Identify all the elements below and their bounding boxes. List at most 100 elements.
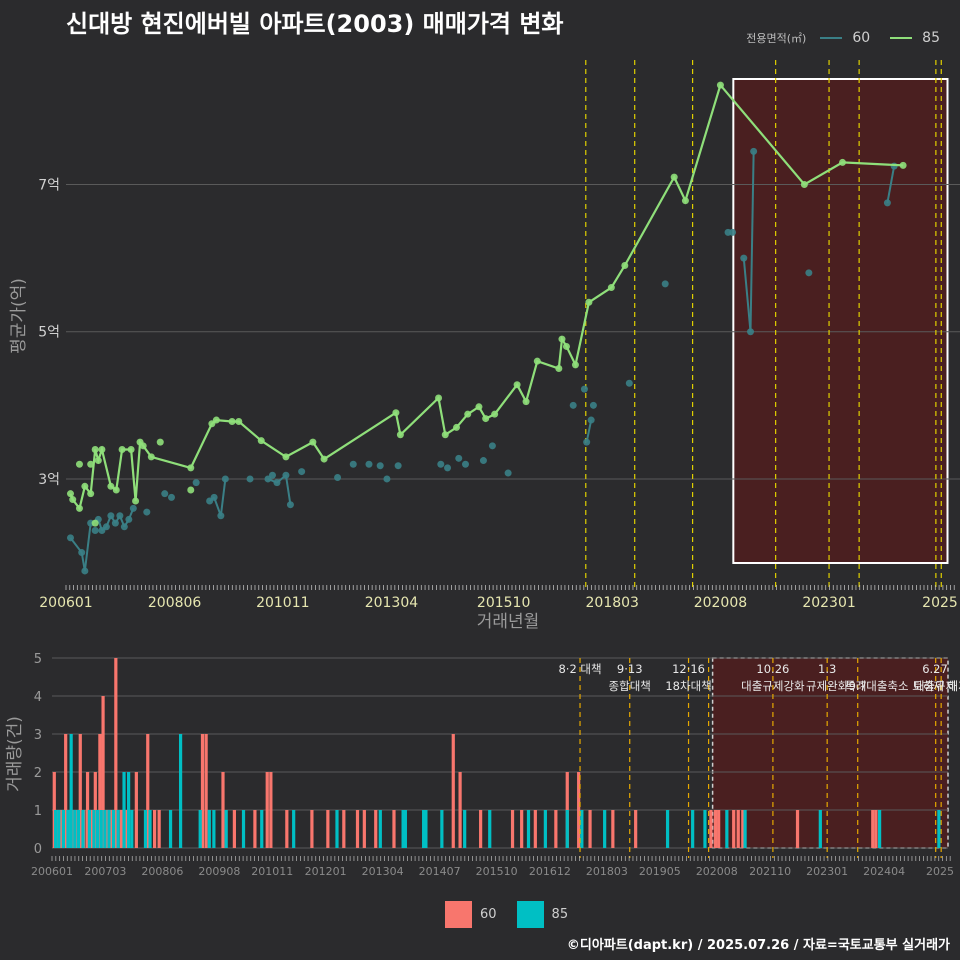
bar-60: [709, 810, 713, 848]
series-85-point: [75, 460, 83, 468]
series-60-point: [437, 460, 445, 468]
legend-label-bottom-85: 85: [551, 907, 569, 922]
series-60-point: [580, 385, 588, 393]
bar-60: [82, 810, 86, 848]
bar-85: [422, 810, 426, 848]
series-60-point: [569, 401, 577, 409]
bar-60: [362, 810, 366, 848]
series-60-point: [365, 460, 373, 468]
series-60-point: [461, 460, 469, 468]
series-85-point: [571, 361, 579, 369]
bar-85: [107, 810, 111, 848]
bar-85: [937, 810, 941, 848]
series-60-point: [94, 515, 102, 523]
series-85-point: [228, 418, 236, 426]
series-60-point: [221, 475, 229, 483]
bar-85: [76, 810, 81, 848]
bar-60: [741, 810, 745, 848]
bar-60: [200, 734, 205, 848]
bar-85: [122, 772, 126, 848]
series-60-line: [83, 522, 92, 572]
bar-60: [310, 810, 314, 848]
series-60-point: [81, 567, 89, 575]
series-85-point: [156, 438, 164, 446]
bar-60: [265, 772, 269, 848]
bar-85: [260, 810, 264, 848]
series-85-point: [87, 460, 95, 468]
bar-60: [713, 810, 718, 848]
series-60-point: [66, 534, 74, 542]
series-60-point: [116, 512, 124, 520]
series-85-point: [453, 423, 461, 431]
series-85-point: [839, 158, 847, 166]
annotation-label: 종합대책: [609, 679, 651, 693]
annotation-label: 9.7: [849, 679, 867, 693]
series-85-point: [69, 496, 77, 504]
series-60-point: [268, 471, 276, 479]
series-85-point: [435, 394, 443, 402]
series-60-point: [394, 462, 402, 470]
series-85-point: [87, 490, 95, 498]
bar-60: [64, 734, 68, 848]
bar-85: [92, 810, 96, 848]
series-60-point: [98, 526, 106, 534]
x-tick-label: 2025: [922, 595, 958, 611]
series-60-point: [246, 475, 254, 483]
bottom-x-tick-label: 201905: [639, 865, 681, 878]
bar-60: [124, 810, 128, 848]
bar-85: [691, 810, 695, 848]
bar-85: [403, 810, 407, 848]
bar-85: [424, 810, 428, 848]
bar-85: [57, 810, 61, 848]
bar-60: [93, 772, 97, 848]
series-60-point: [107, 512, 115, 520]
series-60-point: [102, 523, 110, 531]
bar-60: [871, 810, 875, 848]
bar-85: [401, 810, 405, 848]
series-60-point: [479, 457, 487, 465]
bar-85: [168, 810, 173, 848]
bar-85: [543, 810, 547, 848]
series-60-line: [213, 497, 222, 517]
series-60-line: [80, 552, 86, 572]
bar-60: [451, 734, 455, 848]
bar-85: [143, 810, 148, 848]
bar-85: [130, 810, 134, 848]
series-60-point: [210, 493, 218, 501]
y-axis-label: 평균가(억): [9, 278, 29, 354]
bar-60: [554, 810, 558, 848]
series-60-point: [724, 228, 732, 236]
series-60-point: [383, 475, 391, 483]
bar-60: [59, 810, 63, 848]
bar-85: [73, 810, 77, 848]
series-60-point: [750, 147, 758, 155]
bottom-x-tick-label: 202404: [863, 865, 905, 878]
series-60-point: [298, 468, 306, 476]
bar-60: [510, 810, 515, 848]
series-85-point: [81, 482, 89, 490]
bottom-x-tick-label: 202110: [749, 865, 791, 878]
series-60-point: [890, 162, 898, 170]
series-60-point: [286, 501, 294, 509]
series-60-point: [661, 280, 669, 288]
bar-60: [577, 772, 581, 848]
bar-60: [70, 810, 75, 848]
bar-60: [152, 810, 157, 848]
bar-60: [326, 810, 330, 848]
bar-60: [736, 810, 740, 848]
legend-title: 전용면적(㎡): [746, 32, 807, 45]
legend-swatch-60: [820, 37, 843, 39]
annotation-date: 6.27: [922, 662, 948, 676]
series-85-point: [91, 519, 99, 527]
bar-60: [85, 772, 90, 848]
annotation-label: 규제완화: [806, 679, 849, 693]
series-60-line: [208, 496, 215, 502]
legend-label-60: 60: [852, 30, 871, 46]
bar-60: [232, 810, 236, 848]
series-60-line: [97, 519, 103, 531]
bar-85: [488, 810, 492, 848]
series-85-point: [98, 446, 106, 453]
bar-85: [198, 810, 202, 848]
bottom-y-tick-label: 3: [34, 728, 42, 743]
